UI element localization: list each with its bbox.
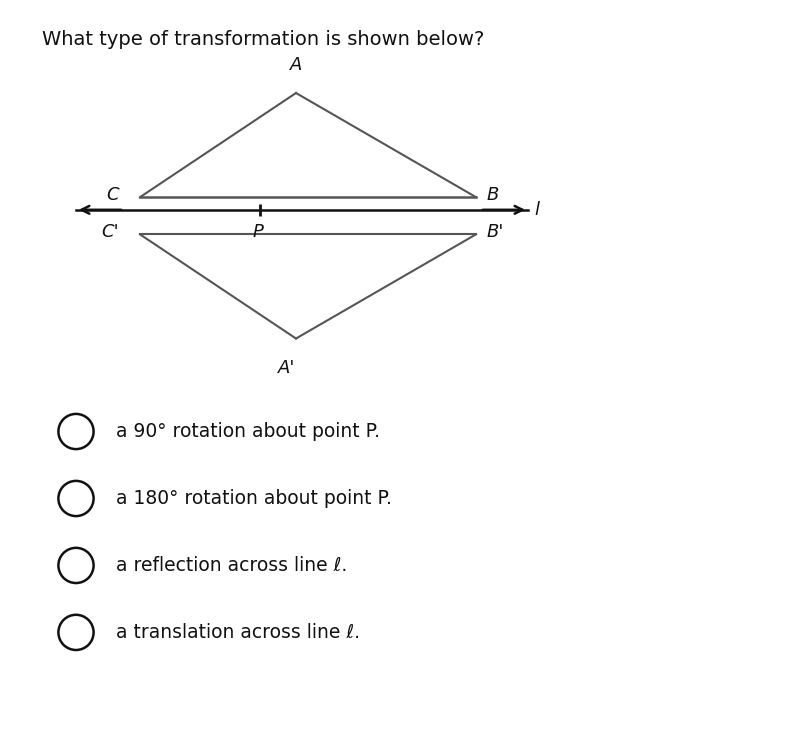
Text: a 90° rotation about point P.: a 90° rotation about point P. — [116, 422, 380, 441]
Text: What type of transformation is shown below?: What type of transformation is shown bel… — [42, 30, 484, 49]
Text: A': A' — [278, 359, 295, 377]
Text: B': B' — [486, 223, 504, 241]
Text: P: P — [253, 223, 264, 241]
Text: a reflection across line ℓ.: a reflection across line ℓ. — [116, 556, 347, 575]
Text: a 180° rotation about point P.: a 180° rotation about point P. — [116, 489, 392, 508]
Text: C': C' — [101, 223, 118, 241]
Text: B: B — [486, 186, 498, 204]
Text: $\it{l}$: $\it{l}$ — [534, 201, 542, 219]
Text: C: C — [106, 186, 118, 204]
Text: A: A — [290, 57, 302, 74]
Text: a translation across line ℓ.: a translation across line ℓ. — [116, 623, 360, 642]
